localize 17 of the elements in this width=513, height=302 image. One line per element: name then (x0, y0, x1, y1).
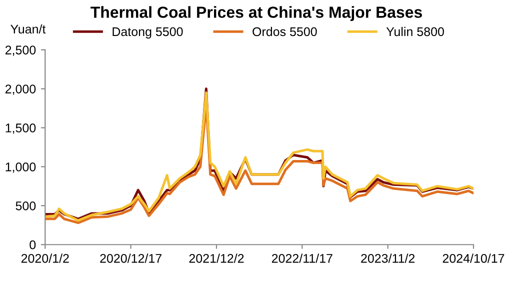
y-tick-label: 1,000 (6, 162, 36, 173)
legend-label: Yulin 5800 (386, 26, 444, 36)
legend-label: Datong 5500 (112, 27, 183, 39)
y-tick-label: 0 (30, 240, 36, 250)
y-tick-label: 500 (16, 201, 36, 210)
y-tick-label: 1,500 (6, 124, 36, 134)
y-axis-title: Yuan/t (10, 24, 46, 34)
x-tick-label: 2021/12/2 (189, 254, 244, 263)
x-tick-label: 2023/11/2 (361, 254, 415, 263)
x-tick-label: 2020/12/17 (100, 254, 162, 263)
x-tick-label: 2024/10/17 (442, 254, 504, 263)
y-tick-label: 2,500 (5, 46, 36, 56)
chart-title: Thermal Coal Prices at China's Major Bases (90, 6, 422, 22)
y-tick-label: 2,000 (5, 84, 36, 95)
legend-label: Ordos 5500 (252, 26, 317, 36)
x-tick-label: 2022/11/17 (272, 254, 332, 263)
x-tick-label: 2020/1/2 (21, 254, 69, 263)
